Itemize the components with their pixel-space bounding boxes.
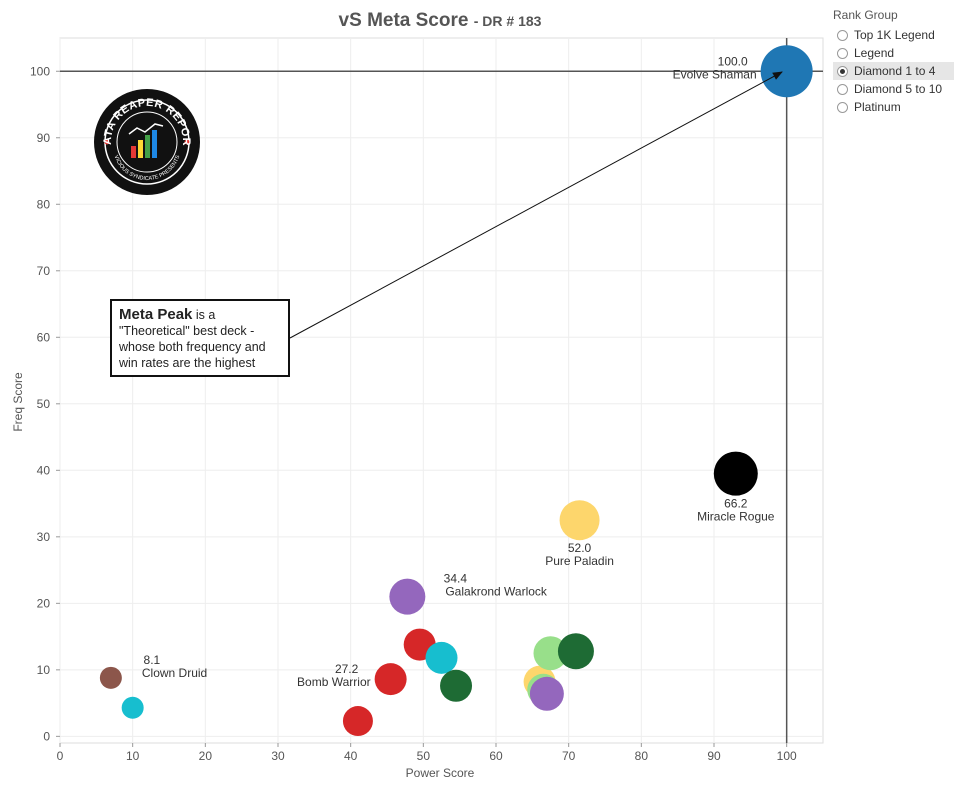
rank-option-diamond-5-to-10[interactable]: Diamond 5 to 10: [833, 80, 954, 98]
x-tick-label: 70: [562, 749, 576, 763]
y-tick-label: 0: [43, 729, 50, 743]
point-value-label: 100.0: [718, 54, 748, 68]
y-tick-label: 100: [30, 64, 50, 78]
annotation-arrow: [289, 71, 783, 339]
radio-icon[interactable]: [837, 83, 848, 95]
y-tick-label: 80: [37, 197, 51, 211]
rank-option-platinum[interactable]: Platinum: [833, 98, 954, 116]
point-deck-label: Clown Druid: [142, 666, 207, 680]
rank-option-label: Legend: [854, 46, 895, 60]
y-tick-label: 10: [37, 663, 51, 677]
y-tick-label: 70: [37, 264, 51, 278]
point-value-label: 8.1: [144, 653, 161, 667]
scatter-point[interactable]: [425, 641, 458, 674]
y-tick-label: 90: [37, 131, 51, 145]
rank-group-filter: Rank Group Top 1K Legend Legend Diamond 1 …: [833, 8, 954, 116]
rank-group-title: Rank Group: [833, 8, 898, 22]
scatter-point[interactable]: [713, 451, 758, 496]
x-tick-label: 20: [199, 749, 213, 763]
chart-title-main: vS Meta Score: [338, 10, 469, 31]
x-tick-label: 100: [777, 749, 797, 763]
point-deck-label: Pure Paladin: [545, 554, 614, 568]
rank-option-diamond-1-to-4[interactable]: Diamond 1 to 4: [833, 62, 954, 80]
point-deck-label: Miracle Rogue: [697, 510, 775, 524]
radio-icon[interactable]: [837, 47, 848, 59]
point-deck-label: Bomb Warrior: [297, 675, 371, 689]
scatter-point[interactable]: [529, 676, 564, 711]
y-tick-label: 40: [37, 463, 51, 477]
annotation-text: is a "Theoretical" best deck - whose bot…: [119, 308, 266, 370]
scatter-point[interactable]: [389, 578, 426, 615]
point-value-label: 27.2: [335, 662, 359, 676]
chart-title-sub: - DR # 183: [473, 13, 542, 29]
x-tick-label: 80: [635, 749, 649, 763]
y-axis-label: Freq Score: [11, 372, 25, 432]
point-value-label: 66.2: [724, 497, 748, 511]
scatter-point[interactable]: [440, 669, 473, 702]
annotation-bold: Meta Peak: [119, 306, 193, 323]
scatter-point[interactable]: [559, 500, 600, 541]
y-tick-label: 30: [37, 530, 51, 544]
scatter-point[interactable]: [533, 636, 568, 671]
rank-option-label: Platinum: [854, 100, 901, 114]
rank-option-legend[interactable]: Legend: [833, 44, 954, 62]
x-tick-label: 90: [707, 749, 721, 763]
y-tick-label: 60: [37, 330, 51, 344]
data-reaper-report-logo: DATA REAPER REPORT VICIOUS SYNDICATE PRE…: [89, 79, 201, 196]
rank-option-label: Diamond 5 to 10: [854, 82, 943, 96]
scatter-point[interactable]: [342, 706, 373, 737]
y-tick-label: 50: [37, 397, 51, 411]
point-deck-label: Evolve Shaman: [673, 67, 757, 81]
rank-option-label: Diamond 1 to 4: [854, 64, 936, 78]
rank-option-top-1k-legend[interactable]: Top 1K Legend: [833, 26, 954, 44]
point-value-label: 52.0: [568, 541, 592, 555]
scatter-point[interactable]: [760, 45, 813, 98]
x-tick-label: 40: [344, 749, 358, 763]
point-deck-label: Galakrond Warlock: [445, 585, 548, 599]
x-tick-label: 60: [489, 749, 503, 763]
meta-peak-annotation: Meta Peak is a "Theoretical" best deck -…: [110, 299, 290, 377]
scatter-point[interactable]: [557, 633, 594, 670]
point-value-label: 34.4: [444, 572, 468, 586]
rank-option-label: Top 1K Legend: [854, 28, 935, 42]
chart-title: vS Meta Score - DR # 183: [60, 10, 820, 32]
x-tick-label: 50: [417, 749, 431, 763]
radio-icon[interactable]: [837, 65, 848, 77]
radio-icon[interactable]: [837, 101, 848, 113]
scatter-point[interactable]: [99, 666, 122, 689]
y-tick-label: 20: [37, 596, 51, 610]
scatter-point[interactable]: [121, 696, 144, 719]
x-axis-label: Power Score: [406, 766, 475, 780]
scatter-point[interactable]: [374, 663, 407, 696]
x-tick-label: 0: [57, 749, 64, 763]
x-tick-label: 10: [126, 749, 140, 763]
x-tick-label: 30: [271, 749, 285, 763]
radio-icon[interactable]: [837, 29, 848, 41]
